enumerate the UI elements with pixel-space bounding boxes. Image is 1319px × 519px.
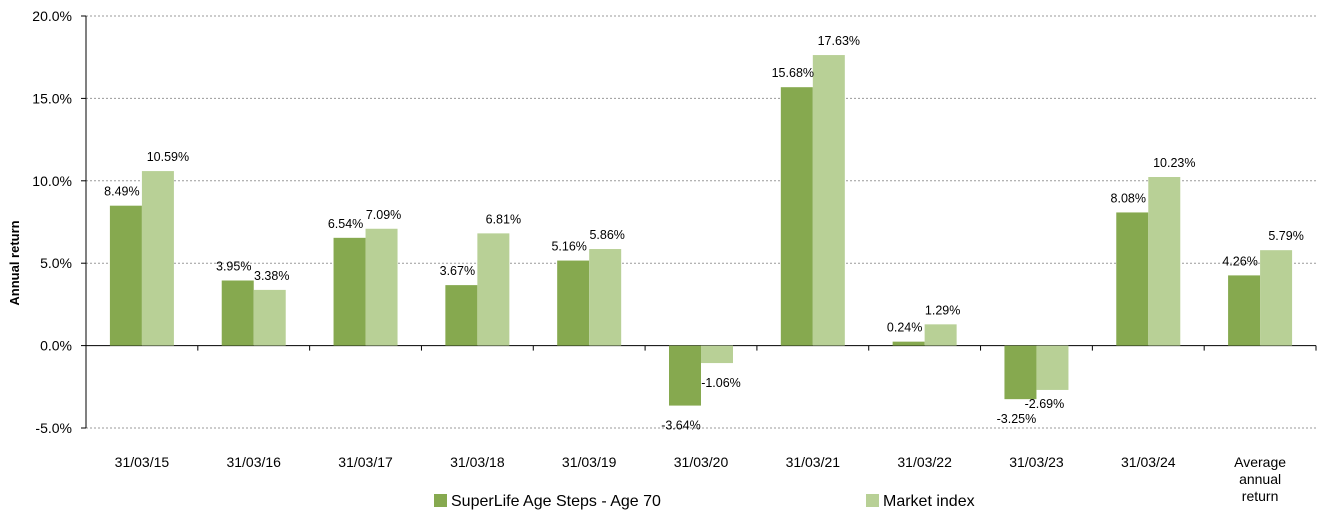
y-axis-title: Annual return xyxy=(7,220,22,305)
y-tick-label: 0.0% xyxy=(40,338,72,354)
y-tick-label: 5.0% xyxy=(40,255,72,271)
data-label: 3.38% xyxy=(254,269,289,283)
data-label: 5.86% xyxy=(589,228,624,242)
legend-swatch xyxy=(866,494,879,507)
x-tick-label: 31/03/24 xyxy=(1121,454,1176,470)
bar-index xyxy=(1036,345,1069,390)
x-tick-label: 31/03/15 xyxy=(115,454,170,470)
data-label: 5.79% xyxy=(1268,229,1303,243)
data-label: 8.49% xyxy=(104,185,139,199)
x-tick-label: 31/03/18 xyxy=(450,454,505,470)
x-tick-label: Average annual return xyxy=(1234,454,1286,504)
x-tick-label: 31/03/23 xyxy=(1009,454,1064,470)
bar-fund xyxy=(1228,275,1261,346)
bar-fund xyxy=(109,205,142,346)
bar-index xyxy=(253,289,286,346)
bar-fund xyxy=(892,341,925,346)
y-tick-label: 20.0% xyxy=(32,8,72,24)
x-tick-label: 31/03/16 xyxy=(226,454,281,470)
data-label: 3.95% xyxy=(216,260,251,274)
bar-fund xyxy=(221,280,254,346)
bar-index xyxy=(1260,250,1293,346)
bar-index xyxy=(141,171,174,346)
data-label: -3.25% xyxy=(997,412,1037,426)
bar-index xyxy=(589,249,622,346)
bar-fund xyxy=(1116,212,1149,346)
data-label: 10.23% xyxy=(1153,156,1195,170)
data-label: 6.54% xyxy=(328,217,363,231)
bar-fund xyxy=(1004,345,1037,400)
legend-label: SuperLife Age Steps - Age 70 xyxy=(451,493,661,510)
x-tick-label: 31/03/22 xyxy=(897,454,952,470)
bar-fund xyxy=(557,260,590,346)
bar-fund xyxy=(780,87,813,346)
data-label: -2.69% xyxy=(1025,397,1065,411)
bar-index xyxy=(1148,177,1181,346)
data-label: 0.24% xyxy=(887,321,922,335)
data-label: 5.16% xyxy=(551,240,586,254)
data-label: 7.09% xyxy=(366,208,401,222)
data-label: 6.81% xyxy=(486,212,521,226)
data-label: -3.64% xyxy=(661,419,701,433)
y-tick-label: -5.0% xyxy=(35,420,72,436)
y-tick-label: 10.0% xyxy=(32,173,72,189)
bar-fund xyxy=(333,237,366,346)
data-label: 10.59% xyxy=(147,150,189,164)
bar-fund xyxy=(669,345,701,406)
data-label: 17.63% xyxy=(818,34,860,48)
x-tick-label: 31/03/17 xyxy=(338,454,393,470)
tick-labels: -5.0% 0.0% 5.0% 10.0% 15.0% 20.0% 31/03/15 31/0… xyxy=(32,8,1286,504)
x-tick-label: 31/03/20 xyxy=(674,454,729,470)
gridlines xyxy=(86,15,1316,429)
data-labels: 8.49% 3.95% 6.54% 3.67% 5.16% -3.64% 15.68% 0.2… xyxy=(104,34,1304,433)
bar-index xyxy=(812,55,845,346)
data-label: -1.06% xyxy=(701,376,741,390)
data-label: 3.67% xyxy=(440,264,475,278)
bar-index xyxy=(924,324,957,346)
bars xyxy=(109,55,1293,406)
y-tick-label: 15.0% xyxy=(32,90,72,106)
x-tick-label: 31/03/19 xyxy=(562,454,617,470)
bar-fund xyxy=(445,285,478,346)
bar-index xyxy=(477,233,510,346)
data-label: 8.08% xyxy=(1111,191,1146,205)
legend-swatch xyxy=(434,494,447,507)
data-label: 4.26% xyxy=(1222,254,1257,268)
bar-index xyxy=(365,228,398,346)
legend: SuperLife Age Steps - Age 70 Market index xyxy=(434,493,975,510)
data-label: 15.68% xyxy=(772,66,814,80)
x-tick-label: 31/03/21 xyxy=(786,454,841,470)
legend-label: Market index xyxy=(883,493,975,510)
data-label: 1.29% xyxy=(925,303,960,317)
bar-index xyxy=(701,345,733,364)
